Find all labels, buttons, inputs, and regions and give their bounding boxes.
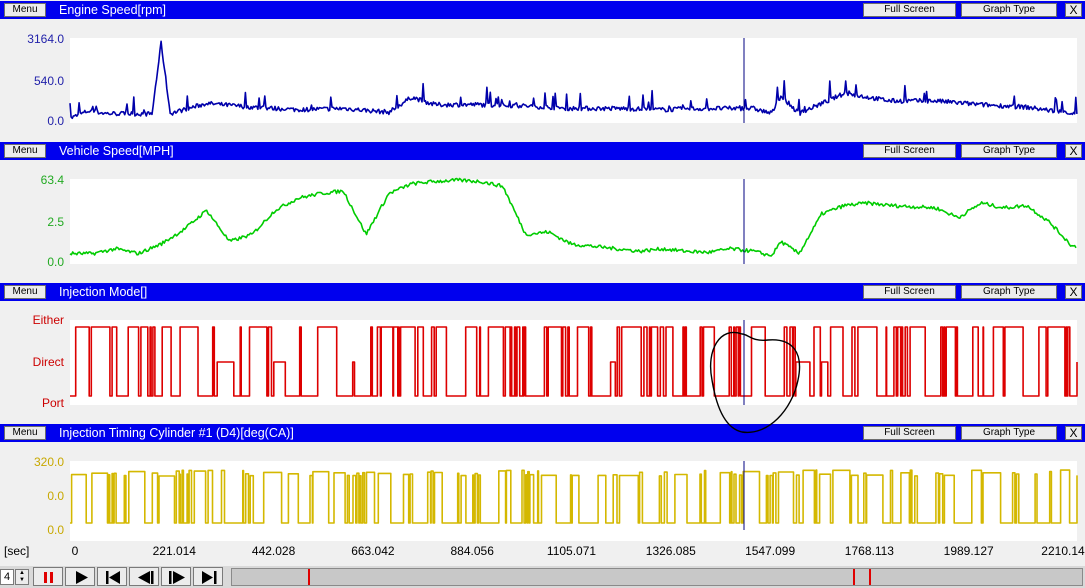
y-tick-label: 0.0: [47, 489, 64, 503]
step-back-button[interactable]: [129, 567, 159, 586]
x-tick-label: 884.056: [450, 544, 494, 558]
injection-mode-plot-area[interactable]: [70, 320, 1077, 405]
y-tick-label: 63.4: [40, 173, 64, 187]
injection-mode-titlebar: Menu Injection Mode[] Full Screen Graph …: [0, 283, 1085, 301]
x-tick-label: 2210.14: [1041, 544, 1085, 558]
x-tick-label: 1989.127: [943, 544, 994, 558]
vehicle-speed-plot-area[interactable]: [70, 179, 1077, 264]
vehicle-speed-series: [69, 177, 1077, 257]
hand-drawn-circle-annotation: [710, 331, 801, 434]
y-tick-label: Direct: [32, 355, 64, 369]
x-tick-label: 1326.085: [645, 544, 696, 558]
y-tick-label: 540.0: [33, 74, 64, 88]
x-tick-label: 1768.113: [844, 544, 894, 558]
x-axis-unit: [sec]: [4, 544, 30, 558]
skip-to-start-button[interactable]: [97, 567, 127, 586]
y-tick-label: 3164.0: [27, 32, 64, 46]
skip-to-end-button[interactable]: [193, 567, 223, 586]
timeline-marker: [308, 569, 310, 585]
timeline-scrubber[interactable]: [231, 568, 1083, 586]
menu-button[interactable]: Menu: [4, 426, 46, 440]
play-icon: [76, 571, 88, 584]
close-button[interactable]: X: [1065, 426, 1082, 440]
x-tick-label: 0: [71, 544, 79, 558]
playback-speed-input[interactable]: 4: [0, 569, 14, 585]
vehicle-speed-panel: Menu Vehicle Speed[MPH] Full Screen Grap…: [0, 142, 1085, 278]
vehicle-speed-titlebar: Menu Vehicle Speed[MPH] Full Screen Grap…: [0, 142, 1085, 160]
x-tick-label: 221.014: [152, 544, 196, 558]
timeline-marker: [853, 569, 855, 585]
x-tick-label: 442.028: [251, 544, 296, 558]
y-tick-label: 0.0: [47, 114, 64, 128]
skip-start-icon: [106, 571, 120, 584]
engine-speed-panel: Menu Engine Speed[rpm] Full Screen Graph…: [0, 1, 1085, 137]
engine-speed-series: [69, 40, 1078, 120]
step-forward-button[interactable]: [161, 567, 191, 586]
full-screen-button[interactable]: Full Screen: [863, 426, 956, 440]
full-screen-button[interactable]: Full Screen: [863, 285, 956, 299]
y-tick-label: 0.0: [47, 523, 64, 537]
full-screen-button[interactable]: Full Screen: [863, 3, 956, 17]
spin-up-icon[interactable]: ▲: [19, 570, 25, 576]
panel-title: Vehicle Speed[MPH]: [59, 144, 174, 158]
skip-end-icon: [202, 571, 217, 584]
menu-button[interactable]: Menu: [4, 144, 46, 158]
graph-type-button[interactable]: Graph Type: [961, 144, 1057, 158]
close-button[interactable]: X: [1065, 144, 1082, 158]
y-tick-label: Port: [41, 396, 64, 410]
graph-type-button[interactable]: Graph Type: [961, 426, 1057, 440]
graph-type-button[interactable]: Graph Type: [961, 3, 1057, 17]
graph-type-button[interactable]: Graph Type: [961, 285, 1057, 299]
menu-button[interactable]: Menu: [4, 3, 46, 17]
step-forward-icon: [169, 571, 185, 584]
panel-title: Injection Timing Cylinder #1 (D4)[deg(CA…: [59, 426, 294, 440]
speed-spinner[interactable]: ▲ ▼: [15, 569, 29, 585]
injection-timing-series: [70, 469, 1078, 524]
pause-button[interactable]: [33, 567, 63, 586]
spin-down-icon[interactable]: ▼: [19, 577, 25, 583]
x-tick-label: 1547.099: [745, 544, 796, 558]
x-tick-label: 1105.071: [546, 544, 597, 558]
y-tick-label: 0.0: [47, 255, 64, 269]
close-button[interactable]: X: [1065, 285, 1082, 299]
panel-title: Engine Speed[rpm]: [59, 3, 167, 17]
menu-button[interactable]: Menu: [4, 285, 46, 299]
pause-icon: [44, 572, 53, 583]
y-tick-label: 2.5: [47, 215, 64, 229]
y-tick-label: Either: [32, 313, 64, 327]
injection-mode-panel: Menu Injection Mode[] Full Screen Graph …: [0, 283, 1085, 419]
close-button[interactable]: X: [1065, 3, 1082, 17]
panel-title: Injection Mode[]: [59, 285, 148, 299]
y-tick-label: 320.0: [33, 455, 64, 469]
injection-mode-series: [70, 326, 1078, 397]
step-back-icon: [138, 571, 154, 584]
injection-timing-titlebar: Menu Injection Timing Cylinder #1 (D4)[d…: [0, 424, 1085, 442]
engine-speed-titlebar: Menu Engine Speed[rpm] Full Screen Graph…: [0, 1, 1085, 19]
x-tick-label: 663.042: [351, 544, 395, 558]
timeline-marker: [869, 569, 871, 585]
full-screen-button[interactable]: Full Screen: [863, 144, 956, 158]
play-button[interactable]: [65, 567, 95, 586]
